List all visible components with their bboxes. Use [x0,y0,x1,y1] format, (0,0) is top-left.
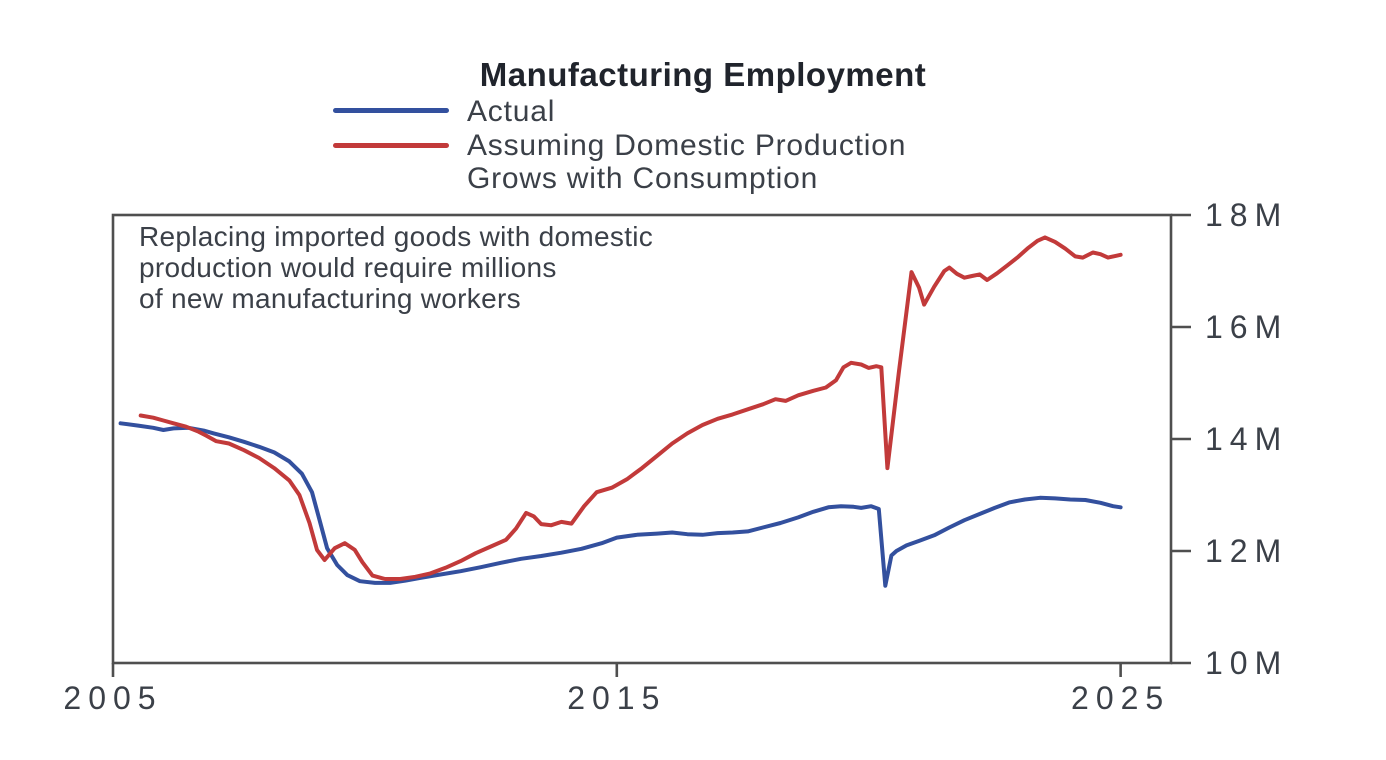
y-tick-label: 12M [1205,533,1289,569]
y-tick-label: 10M [1205,645,1289,681]
legend-label-counterfactual: Assuming Domestic Production Grows with … [467,129,906,195]
annotation-line-3: of new manufacturing workers [139,283,521,314]
plot-border [111,213,1173,665]
legend-label-counterfactual-line-2: Grows with Consumption [467,162,819,195]
annotation: Replacing imported goods with domestic p… [139,221,653,314]
annotation-line-1: Replacing imported goods with domestic [139,221,654,252]
y-tick-label: 16M [1205,309,1289,345]
legend-swatch-counterfactual [333,143,449,148]
series-line-counterfactual [138,235,1123,581]
x-tick-label: 2005 [63,680,163,716]
legend-label-actual: Actual [467,95,556,128]
y-tick-label: 14M [1205,421,1289,457]
legend-label-counterfactual-line-1: Assuming Domestic Production [467,129,907,162]
x-tick-label: 2025 [1071,680,1171,716]
annotation-line-2: production would require millions [139,252,557,283]
legend-swatch-actual [333,108,449,113]
x-tick-label: 2015 [567,680,667,716]
y-tick-label: 18M [1205,197,1289,233]
chart-title: Manufacturing Employment [479,56,927,93]
series-line-actual [118,421,1123,588]
